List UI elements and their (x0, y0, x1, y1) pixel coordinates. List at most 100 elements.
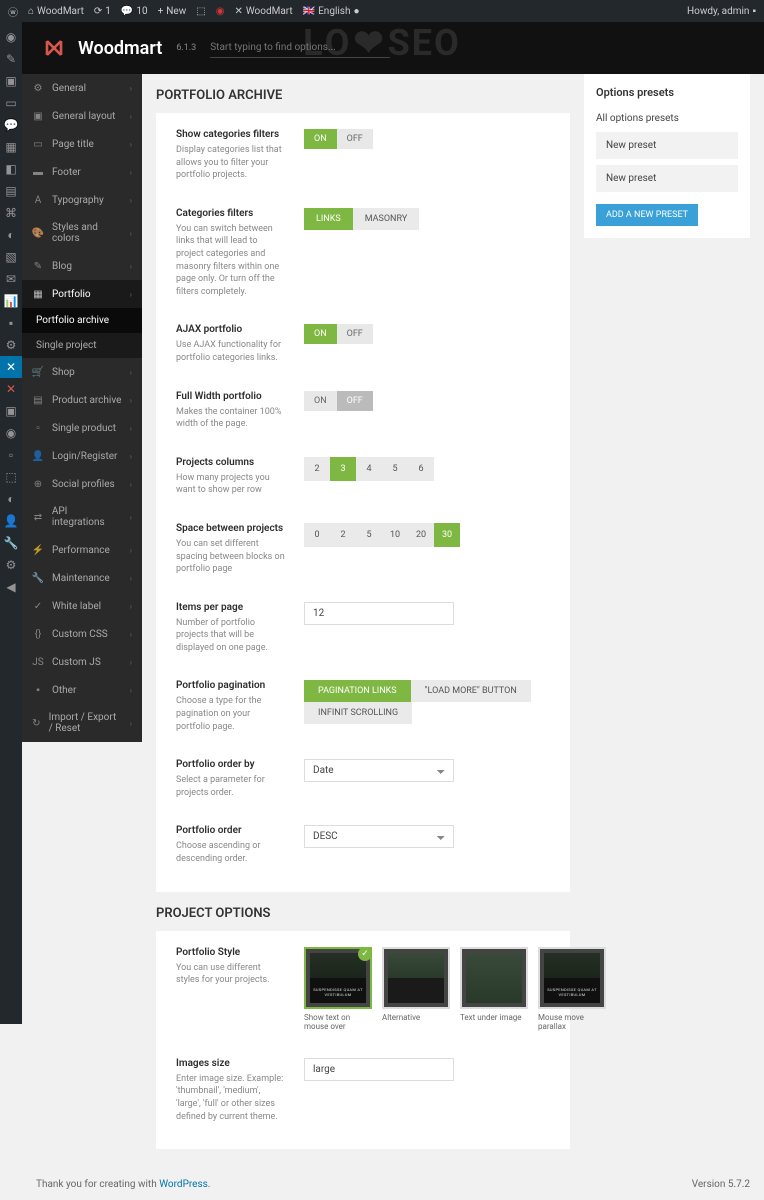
wp-menu-item-icon[interactable]: ⌘ (0, 202, 22, 224)
comments-link[interactable]: 💬 10 (121, 6, 148, 17)
preset-item[interactable]: New preset (596, 132, 738, 159)
sidebar-item-other[interactable]: ▪Other› (22, 676, 142, 704)
spacing-option-2[interactable]: 2 (330, 523, 356, 547)
sidebar-item-blog[interactable]: ✎Blog› (22, 252, 142, 280)
toggle-off[interactable]: OFF (337, 324, 373, 344)
wp-menu-item-icon[interactable]: ▫ (0, 444, 22, 466)
wp-menu-comments-icon[interactable]: 💬 (0, 114, 22, 136)
columns-option-2[interactable]: 2 (304, 457, 330, 481)
chevron-icon: › (130, 262, 132, 271)
sidebar-item-custom-css[interactable]: {}Custom CSS› (22, 620, 142, 648)
wp-logo-icon[interactable]: ⓦ (8, 4, 18, 19)
toggle-on[interactable]: ON (304, 324, 337, 344)
columns-option-4[interactable]: 4 (356, 457, 382, 481)
sidebar-subitem[interactable]: Portfolio archive (22, 308, 142, 333)
wp-menu-item-icon[interactable]: 📊 (0, 290, 22, 312)
chevron-icon: › (130, 396, 132, 405)
toggle-on[interactable]: ON (304, 391, 337, 411)
sidebar-subitem[interactable]: Single project (22, 333, 142, 358)
project-options-panel: Portfolio Style You can use different st… (156, 931, 570, 1150)
new-link[interactable]: + New (158, 6, 187, 17)
sidebar-item-general[interactable]: ⚙General› (22, 74, 142, 102)
wordpress-link[interactable]: WordPress (159, 1179, 208, 1190)
sidebar-item-page-title[interactable]: ▭Page title› (22, 130, 142, 158)
wp-menu-item-icon[interactable]: ▤ (0, 180, 22, 202)
wp-menu-item-icon[interactable]: ✕ (0, 378, 22, 400)
wp-menu-item-icon[interactable]: ◐ (0, 488, 22, 510)
wp-menu-item-icon[interactable]: ▣ (0, 400, 22, 422)
wp-menu-item-icon[interactable]: ⬚ (0, 466, 22, 488)
preset-item[interactable]: New preset (596, 165, 738, 192)
sidebar-item-label: White label (52, 601, 101, 612)
wp-menu-item-icon[interactable]: ◉ (0, 422, 22, 444)
pagination-links-button[interactable]: PAGINATION LINKS (304, 680, 411, 702)
wp-menu-item-icon[interactable]: ◐ (0, 224, 22, 246)
sidebar-item-social-profiles[interactable]: ⊕Social profiles› (22, 470, 142, 498)
wp-menu-posts-icon[interactable]: ✎ (0, 48, 22, 70)
wp-menu-pages-icon[interactable]: ▭ (0, 92, 22, 114)
sidebar-item-typography[interactable]: ATypography› (22, 186, 142, 214)
add-preset-button[interactable]: ADD A NEW PRESET (596, 204, 698, 226)
wp-menu-media-icon[interactable]: ▣ (0, 70, 22, 92)
orderby-select[interactable]: Date (304, 759, 454, 782)
sidebar-item-maintenance[interactable]: 🔧Maintenance› (22, 564, 142, 592)
pagination-loadmore-button[interactable]: "LOAD MORE" BUTTON (411, 680, 531, 702)
sidebar-item-product-archive[interactable]: ▤Product archive› (22, 386, 142, 414)
image-size-input[interactable] (304, 1058, 454, 1081)
sidebar-item-footer[interactable]: ▬Footer› (22, 158, 142, 186)
site-link[interactable]: ⌂ WoodMart (28, 6, 84, 17)
order-select[interactable]: DESC (304, 825, 454, 848)
sidebar-item-performance[interactable]: ⚡Performance› (22, 536, 142, 564)
pagination-infinite-button[interactable]: INFINIT SCROLLING (304, 702, 412, 724)
wp-menu-item-icon[interactable]: ▦ (0, 136, 22, 158)
filter-links-button[interactable]: LINKS (304, 208, 353, 230)
wp-menu-item-icon[interactable]: ⚙ (0, 554, 22, 576)
style-card-3[interactable]: Mouse move parallax (538, 947, 606, 1032)
style-card-1[interactable]: Alternative (382, 947, 450, 1032)
howdy-link[interactable]: Howdy, admin ▪ (687, 6, 756, 17)
toggle-off[interactable]: OFF (337, 129, 373, 149)
options-search-input[interactable] (210, 38, 390, 58)
spacing-option-5[interactable]: 5 (356, 523, 382, 547)
presets-subtitle: All options presets (596, 113, 738, 124)
sidebar-item-shop[interactable]: 🛒Shop› (22, 358, 142, 386)
woodmart-link[interactable]: ✕ WoodMart (234, 6, 292, 17)
filter-masonry-button[interactable]: MASONRY (353, 208, 420, 230)
sidebar-item-general-layout[interactable]: ▣General layout› (22, 102, 142, 130)
wp-menu-dashboard-icon[interactable]: ◉ (0, 26, 22, 48)
adminbar-icon-1[interactable]: ⬚ (196, 6, 205, 17)
updates-link[interactable]: ⟳ 1 (94, 6, 111, 17)
style-card-0[interactable]: Show text on mouse over (304, 947, 372, 1032)
wp-menu-item-icon[interactable]: 👤 (0, 510, 22, 532)
wp-menu-item-icon[interactable]: ◧ (0, 158, 22, 180)
adminbar-icon-2[interactable]: ◉ (216, 6, 225, 17)
style-card-2[interactable]: Text under image (460, 947, 528, 1032)
sidebar-item-portfolio[interactable]: ▦Portfolio› (22, 280, 142, 308)
spacing-option-10[interactable]: 10 (382, 523, 408, 547)
spacing-option-0[interactable]: 0 (304, 523, 330, 547)
wp-menu-item-icon[interactable]: ⚙ (0, 334, 22, 356)
wp-menu-woodmart-icon[interactable]: ✕ (0, 356, 22, 378)
wp-menu-item-icon[interactable]: ✉ (0, 268, 22, 290)
columns-option-6[interactable]: 6 (408, 457, 434, 481)
wp-menu-item-icon[interactable]: ◀ (0, 576, 22, 598)
spacing-option-30[interactable]: 30 (434, 523, 460, 547)
sidebar-item-import-export-reset[interactable]: ↻Import / Export / Reset› (22, 704, 142, 742)
columns-option-3[interactable]: 3 (330, 457, 356, 481)
columns-option-5[interactable]: 5 (382, 457, 408, 481)
language-link[interactable]: 🇬🇧 English ● (303, 6, 360, 17)
wp-menu-item-icon[interactable]: ▧ (0, 246, 22, 268)
sidebar-item-custom-js[interactable]: JSCustom JS› (22, 648, 142, 676)
wp-menu-item-icon[interactable]: ▪ (0, 312, 22, 334)
sidebar-item-api-integrations[interactable]: ⇄API integrations› (22, 498, 142, 536)
sidebar-item-single-product[interactable]: ▫Single product› (22, 414, 142, 442)
spacing-option-20[interactable]: 20 (408, 523, 434, 547)
toggle-on[interactable]: ON (304, 129, 337, 149)
style-card-caption: Mouse move parallax (538, 1013, 606, 1032)
sidebar-item-white-label[interactable]: ✓White label› (22, 592, 142, 620)
wp-menu-item-icon[interactable]: 🔧 (0, 532, 22, 554)
sidebar-item-styles-and-colors[interactable]: 🎨Styles and colors› (22, 214, 142, 252)
items-per-page-input[interactable] (304, 602, 454, 625)
sidebar-item-login-register[interactable]: 👤Login/Register› (22, 442, 142, 470)
toggle-off[interactable]: OFF (337, 391, 373, 411)
